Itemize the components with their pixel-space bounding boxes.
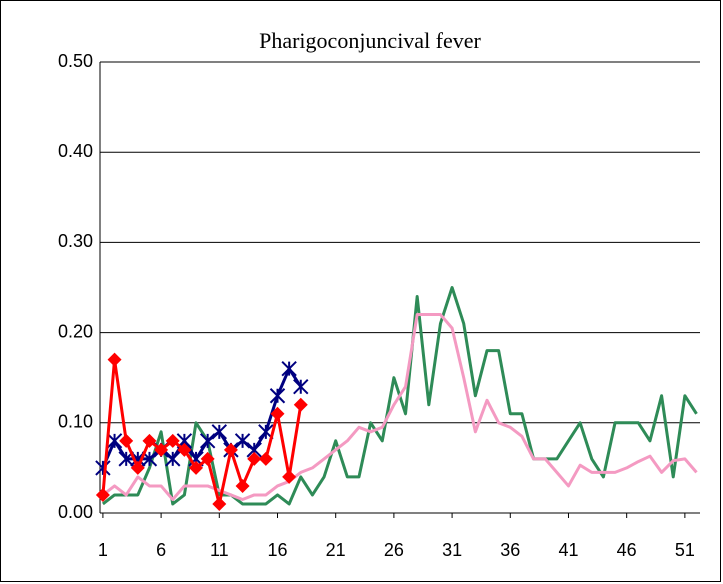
x-tick-label: 41 [558,540,578,560]
diamond-marker [212,496,227,511]
diamond-marker [142,433,157,448]
diamond-marker [200,451,215,466]
y-tick-label: 0.50 [58,51,93,71]
asterisk-marker [234,433,251,449]
asterisk-marker [165,451,181,467]
x-tick-label: 46 [617,540,637,560]
asterisk-marker [281,360,297,377]
asterisk-marker [95,460,111,476]
diamond-marker [119,433,134,448]
chart-title: Pharigoconjuncival fever [259,28,481,53]
x-tick-label: 31 [442,540,462,560]
asterisk-marker [106,433,123,449]
diamond-marker [293,397,308,412]
diamond-marker [95,487,110,502]
diamond-marker [223,442,238,457]
y-tick-label: 0.00 [58,502,93,522]
diamond-marker [258,451,273,466]
diamond-marker [270,406,285,421]
diamond-marker [165,433,180,448]
asterisk-marker [199,433,216,449]
y-tick-label: 0.20 [58,321,93,341]
x-tick-label: 6 [156,540,166,560]
diamond-marker [177,442,192,457]
x-tick-label: 26 [384,540,404,560]
series-line [101,313,698,501]
x-tick-label: 1 [98,540,108,560]
series-line [101,367,303,469]
x-tick-label: 51 [675,540,695,560]
x-tick-label: 21 [326,540,346,560]
diamond-marker [235,478,250,493]
diamond-marker [107,352,122,367]
asterisk-marker [211,424,228,440]
diamond-marker [154,442,169,457]
x-tick-label: 11 [210,540,229,560]
diamond-marker [282,469,297,484]
y-tick-label: 0.10 [58,412,93,432]
x-tick-label: 16 [267,540,287,560]
asterisk-marker [293,379,309,395]
y-tick-label: 0.40 [58,141,93,161]
diamond-marker [189,460,204,475]
y-tick-label: 0.30 [58,231,93,251]
asterisk-marker [269,388,286,404]
diamond-marker [247,451,262,466]
x-tick-label: 36 [500,540,520,560]
diamond-marker [130,460,145,475]
